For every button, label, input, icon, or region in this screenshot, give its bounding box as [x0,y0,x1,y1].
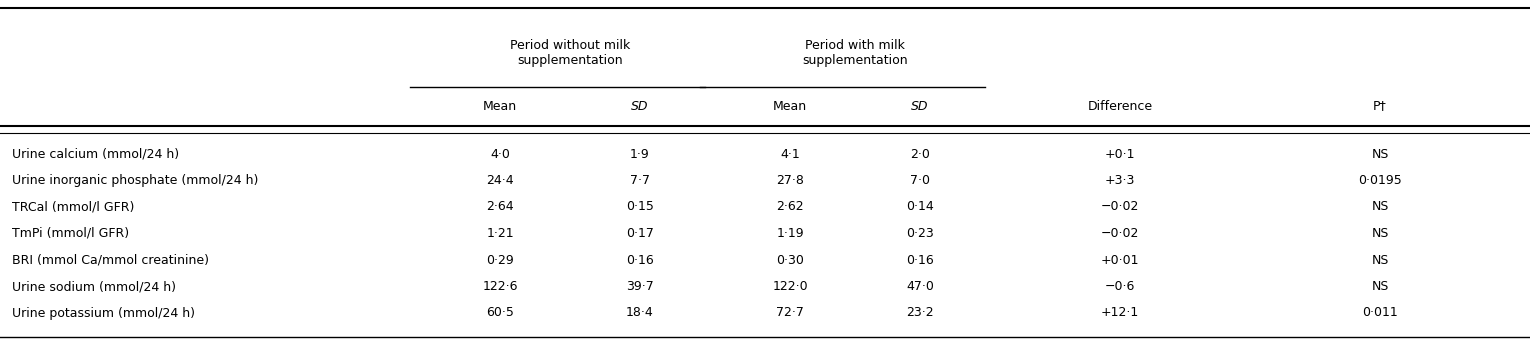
Text: 0·011: 0·011 [1362,307,1398,320]
Text: 0·15: 0·15 [626,201,653,214]
Text: Period with milk
supplementation: Period with milk supplementation [802,39,907,67]
Text: 0·16: 0·16 [906,254,933,267]
Text: 2·0: 2·0 [910,148,930,161]
Text: TRCal (mmol/l GFR): TRCal (mmol/l GFR) [12,201,135,214]
Text: 122·6: 122·6 [482,280,517,293]
Text: NS: NS [1371,148,1389,161]
Text: 27·8: 27·8 [776,174,803,187]
Text: 47·0: 47·0 [906,280,933,293]
Text: 60·5: 60·5 [487,307,514,320]
Text: 24·4: 24·4 [487,174,514,187]
Text: 2·62: 2·62 [776,201,803,214]
Text: Urine inorganic phosphate (mmol/24 h): Urine inorganic phosphate (mmol/24 h) [12,174,259,187]
Text: −0·02: −0·02 [1100,201,1140,214]
Text: NS: NS [1371,254,1389,267]
Text: 0·29: 0·29 [487,254,514,267]
Text: 4·0: 4·0 [490,148,509,161]
Text: Period without milk
supplementation: Period without milk supplementation [509,39,630,67]
Text: +12·1: +12·1 [1102,307,1140,320]
Text: 72·7: 72·7 [776,307,803,320]
Text: −0·02: −0·02 [1100,227,1140,240]
Text: 18·4: 18·4 [626,307,653,320]
Text: NS: NS [1371,280,1389,293]
Text: 7·0: 7·0 [910,174,930,187]
Text: Mean: Mean [483,99,517,112]
Text: P†: P† [1372,99,1386,112]
Text: 1·21: 1·21 [487,227,514,240]
Text: +0·01: +0·01 [1100,254,1140,267]
Text: Mean: Mean [773,99,806,112]
Text: Urine potassium (mmol/24 h): Urine potassium (mmol/24 h) [12,307,194,320]
Text: 122·0: 122·0 [773,280,808,293]
Text: 0·14: 0·14 [906,201,933,214]
Text: SD: SD [912,99,929,112]
Text: 0·23: 0·23 [906,227,933,240]
Text: 0·0195: 0·0195 [1359,174,1401,187]
Text: 0·17: 0·17 [626,227,653,240]
Text: NS: NS [1371,201,1389,214]
Text: 39·7: 39·7 [626,280,653,293]
Text: 7·7: 7·7 [630,174,650,187]
Text: Urine sodium (mmol/24 h): Urine sodium (mmol/24 h) [12,280,176,293]
Text: NS: NS [1371,227,1389,240]
Text: 0·30: 0·30 [776,254,803,267]
Text: 2·64: 2·64 [487,201,514,214]
Text: Difference: Difference [1088,99,1152,112]
Text: BRI (mmol Ca/mmol creatinine): BRI (mmol Ca/mmol creatinine) [12,254,210,267]
Text: 1·19: 1·19 [776,227,803,240]
Text: SD: SD [632,99,649,112]
Text: TmPi (mmol/l GFR): TmPi (mmol/l GFR) [12,227,129,240]
Text: +0·1: +0·1 [1105,148,1135,161]
Text: −0·6: −0·6 [1105,280,1135,293]
Text: Urine calcium (mmol/24 h): Urine calcium (mmol/24 h) [12,148,179,161]
Text: 0·16: 0·16 [626,254,653,267]
Text: 4·1: 4·1 [780,148,800,161]
Text: +3·3: +3·3 [1105,174,1135,187]
Text: 1·9: 1·9 [630,148,650,161]
Text: 23·2: 23·2 [906,307,933,320]
